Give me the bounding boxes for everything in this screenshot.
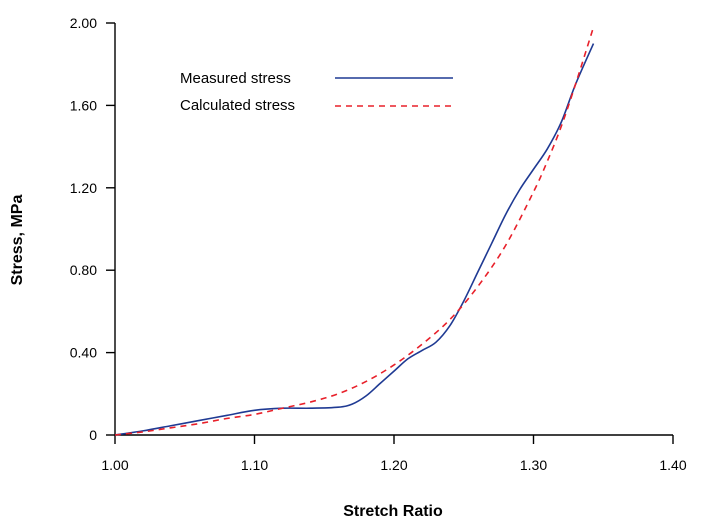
y-axis-title: Stress, MPa: [9, 195, 26, 286]
x-tick-label: 1.10: [241, 457, 268, 473]
y-tick-label: 1.20: [70, 180, 97, 196]
series-layer: [114, 26, 595, 436]
y-tick-label: 0.80: [70, 262, 97, 278]
series-line-calculated-stress: [114, 26, 595, 436]
legend-label-calculated: Calculated stress: [180, 97, 295, 114]
x-tick-label: 1.00: [101, 457, 128, 473]
x-axis-ticks: 1.00 1.10 1.20 1.30 1.40: [101, 435, 687, 473]
series-line-measured-stress: [114, 43, 595, 436]
legend-label-measured: Measured stress: [180, 70, 291, 87]
x-tick-label: 1.30: [520, 457, 547, 473]
y-tick-label: 2.00: [70, 15, 97, 31]
y-tick-label: 0.40: [70, 345, 97, 361]
y-tick-label: 0: [89, 427, 97, 443]
y-axis-ticks: 0 0.40 0.80 1.20 1.60 2.00: [70, 15, 115, 443]
y-tick-label: 1.60: [70, 97, 97, 113]
chart-legend: Measured stress Calculated stress: [180, 70, 453, 114]
x-tick-label: 1.20: [380, 457, 407, 473]
x-axis-title: Stretch Ratio: [343, 503, 443, 520]
plot-area: 1.00 1.10 1.20 1.30 1.40 0 0.40 0.80 1.20 1.60 2.…: [70, 15, 687, 473]
x-tick-label: 1.40: [659, 457, 686, 473]
